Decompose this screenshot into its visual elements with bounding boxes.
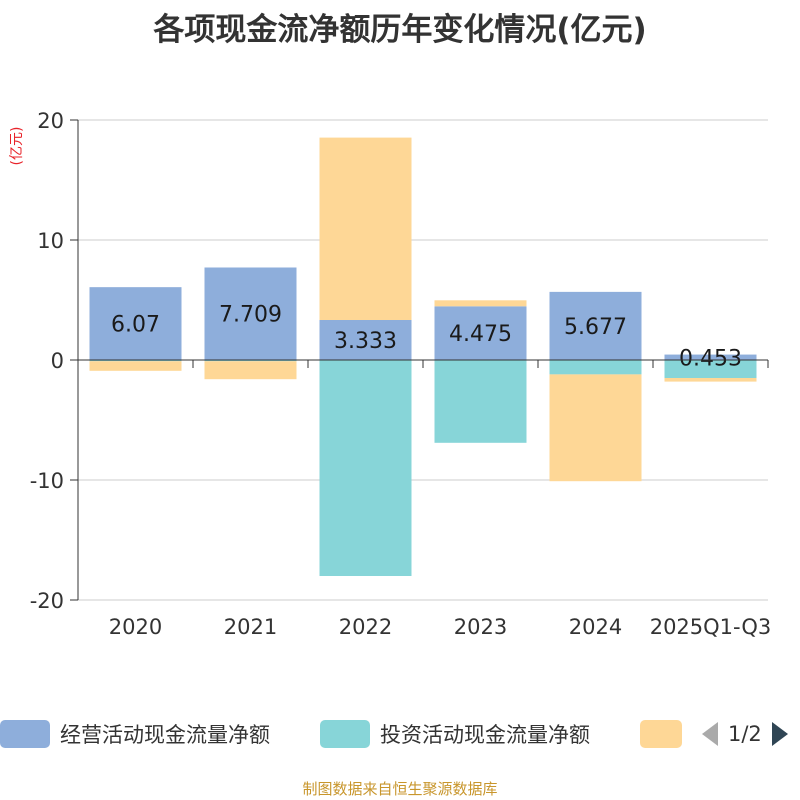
x-tick-label: 2022 — [339, 615, 392, 639]
bar-series1-2023 — [434, 360, 527, 443]
legend-label-investing: 投资活动现金流量净额 — [380, 723, 590, 747]
data-label: 6.07 — [111, 313, 160, 338]
legend-swatch-financing — [640, 720, 682, 748]
bar-series2-2021 — [204, 361, 297, 380]
x-tick-label: 2023 — [454, 615, 507, 639]
bar-layer — [89, 137, 757, 576]
axis-layer: 20 10 0 -10 -20 2020 2021 2022 2023 2024 2025Q1-Q3 — [30, 109, 772, 639]
label-layer: 6.07 7.709 3.333 4.475 5.677 0.453 — [111, 303, 742, 372]
cash-flow-chart: 6.07 7.709 3.333 4.475 5.677 0.453 20 10 0 -10 -2… — [30, 109, 772, 639]
y-tick-label: 0 — [51, 349, 64, 373]
legend-swatch-investing — [320, 720, 370, 748]
bar-series0-2023 — [434, 306, 527, 360]
legend-prev-icon[interactable] — [700, 720, 720, 748]
legend-item-operating[interactable]: 经营活动现金流量净额 — [0, 716, 270, 752]
bar-series1-2025Q1-Q3 — [664, 360, 757, 378]
data-label: 7.709 — [219, 303, 282, 328]
bar-series1-2022 — [319, 360, 412, 576]
bar-series0-2020 — [89, 287, 182, 360]
y-tick-label: -10 — [30, 469, 64, 493]
legend-pager: 1/2 — [700, 716, 790, 752]
legend-swatch-operating — [0, 720, 50, 748]
bar-series0-2021 — [204, 267, 297, 360]
legend-label-operating: 经营活动现金流量净额 — [60, 723, 270, 747]
data-label: 4.475 — [449, 322, 512, 347]
x-tick-label: 2021 — [224, 615, 277, 639]
legend-item-financing[interactable] — [640, 716, 692, 752]
x-tick-label: 2020 — [109, 615, 162, 639]
bar-series1-2021 — [204, 360, 297, 362]
bar-series0-2022 — [319, 320, 412, 360]
data-label: 0.453 — [679, 346, 742, 371]
bar-series1-2024 — [549, 360, 642, 375]
data-label: 3.333 — [334, 329, 397, 354]
legend-next-icon[interactable] — [770, 720, 790, 748]
data-label: 5.677 — [564, 315, 627, 340]
bar-series0-2025Q1-Q3 — [664, 354, 757, 360]
data-source-note: 制图数据来自恒生聚源数据库 — [302, 780, 498, 798]
y-tick-label: 10 — [37, 229, 64, 253]
x-tick-label: 2025Q1-Q3 — [650, 615, 772, 639]
bar-series2-2022 — [319, 137, 412, 321]
y-tick-label: -20 — [30, 589, 64, 613]
bar-series2-2024 — [549, 374, 642, 482]
x-tick-label: 2024 — [569, 615, 622, 639]
bar-series0-2024 — [549, 291, 642, 360]
grid-layer — [78, 119, 768, 601]
chart-title: 各项现金流净额历年变化情况(亿元) — [153, 12, 647, 48]
legend-item-investing[interactable]: 投资活动现金流量净额 — [320, 716, 590, 752]
legend-page-indicator: 1/2 — [728, 722, 762, 746]
bar-series2-2023 — [434, 300, 527, 307]
bar-series2-2025Q1-Q3 — [664, 378, 757, 382]
bar-series2-2020 — [89, 361, 182, 371]
bar-series1-2020 — [89, 360, 182, 362]
y-tick-label: 20 — [37, 109, 64, 133]
